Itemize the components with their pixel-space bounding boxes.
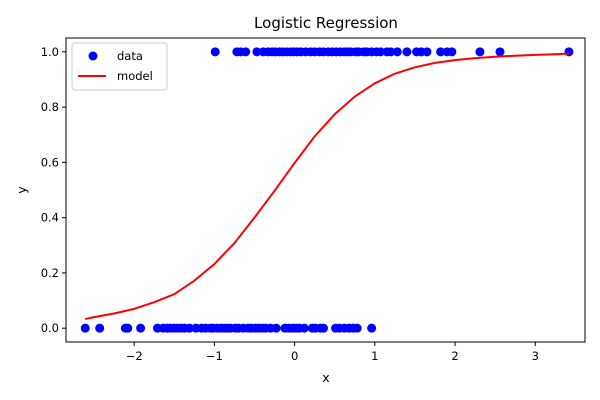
x-tick-label-2: 0 [291, 349, 298, 363]
x-tick-label-5: 3 [532, 349, 539, 363]
y-axis-ticks: 0.0 0.2 0.4 0.6 0.8 1.0 [41, 45, 66, 335]
x-axis-label: x [322, 370, 329, 385]
legend: data model [71, 42, 168, 91]
chart-title: Logistic Regression [254, 14, 398, 32]
data-point-y0-50 [352, 323, 362, 333]
data-point-y1-38 [402, 47, 412, 57]
data-point-y0-44 [318, 323, 328, 333]
y-tick-label-0: 0.0 [41, 321, 59, 335]
data-point-y0-0 [80, 323, 90, 333]
data-point-y1-41 [422, 47, 432, 57]
data-point-y1-46 [495, 47, 505, 57]
data-point-y0-1 [95, 323, 105, 333]
data-point-y1-45 [475, 47, 485, 57]
model-curve [85, 52, 570, 321]
model-line-layer [85, 52, 570, 321]
x-tick-label-3: 1 [371, 349, 378, 363]
data-point-y1-0 [210, 47, 220, 57]
legend-data-label: data [117, 49, 143, 63]
y-tick-label-4: 0.8 [41, 100, 59, 114]
data-point-y1-47 [564, 47, 574, 57]
data-point-y0-4 [136, 323, 146, 333]
data-point-y1-44 [447, 47, 457, 57]
legend-data-marker [88, 51, 98, 61]
scatter-points [80, 47, 574, 333]
x-tick-label-1: −1 [206, 349, 223, 363]
data-point-y1-37 [392, 47, 402, 57]
data-point-y0-51 [367, 323, 377, 333]
data-point-y0-40 [299, 323, 309, 333]
legend-model-label: model [117, 69, 153, 83]
data-point-y0-34 [271, 323, 281, 333]
plot-area-frame [65, 37, 586, 343]
data-point-y1-34 [375, 47, 385, 57]
y-tick-label-1: 0.2 [41, 266, 59, 280]
data-point-y1-42 [436, 47, 446, 57]
data-point-y1-4 [252, 47, 262, 57]
data-point-y0-13 [185, 323, 195, 333]
data-point-y0-3 [123, 323, 133, 333]
y-axis-label: y [14, 186, 29, 194]
x-tick-label-0: −2 [126, 349, 143, 363]
x-tick-label-4: 2 [451, 349, 458, 363]
data-point-y1-3 [241, 47, 251, 57]
y-tick-label-5: 1.0 [41, 45, 59, 59]
data-point-y1-36 [386, 47, 396, 57]
x-axis-ticks: −2 −1 0 1 2 3 [126, 342, 539, 363]
y-tick-label-3: 0.6 [41, 155, 59, 169]
y-tick-label-2: 0.4 [41, 211, 59, 225]
